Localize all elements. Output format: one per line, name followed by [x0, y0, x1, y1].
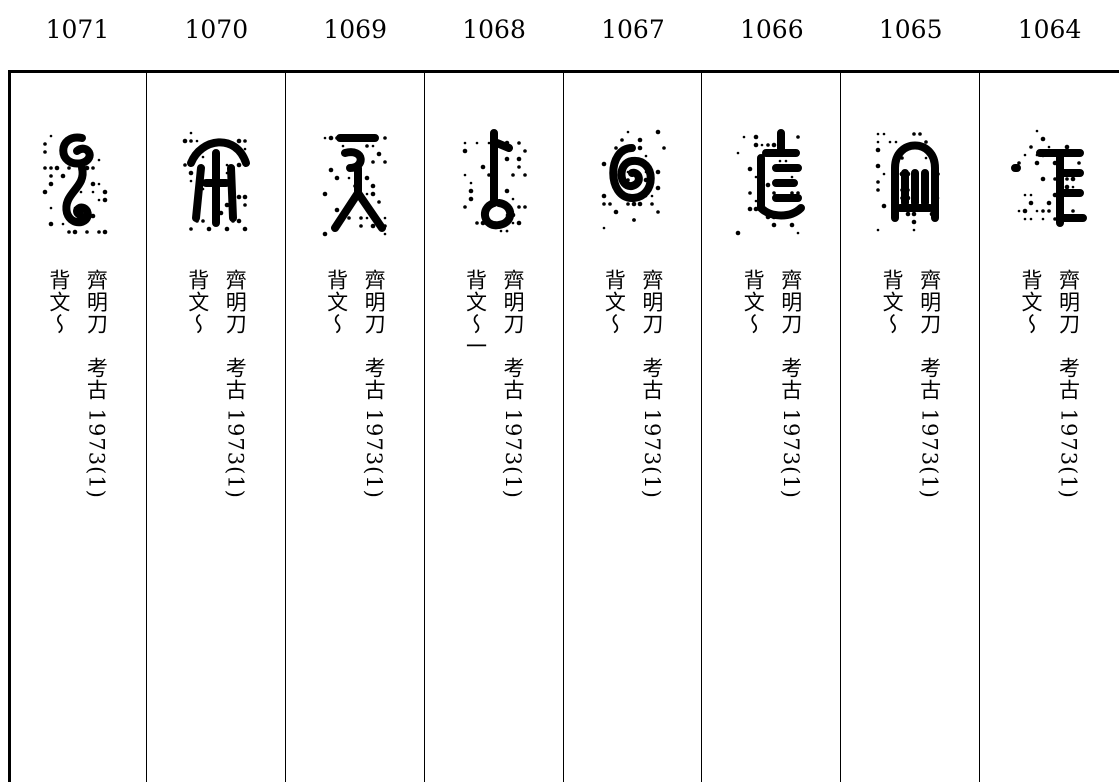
note-text: 背文～: [1019, 269, 1043, 335]
entry-number: 1064: [1017, 15, 1082, 44]
entry-column: 齊明刀 考古 1973(1) 背文～: [980, 73, 1119, 782]
source-text: 齊明刀 考古 1973(1): [639, 269, 664, 499]
note-text: 背文～: [46, 269, 71, 335]
entry-column: 齊明刀 考古 1973(1) 背文～: [147, 73, 286, 782]
source-text: 齊明刀 考古 1973(1): [223, 269, 248, 499]
glyph-rubbing: [875, 132, 940, 232]
glyph-rubbing: [182, 131, 250, 232]
entry-column: 齊明刀 考古 1973(1) 背文～: [8, 73, 147, 782]
note-text: 背文～: [880, 269, 905, 335]
glyph-rubbing: [736, 129, 806, 236]
glyph-rubbing: [462, 129, 527, 233]
entry-number: 1069: [323, 15, 387, 44]
entry-column: 齊明刀 考古 1973(1) 背文～: [564, 73, 703, 782]
source-text: 齊明刀 考古 1973(1): [1056, 269, 1081, 499]
glyph-rubbing: [602, 129, 667, 230]
table-frame: [8, 70, 1119, 782]
source-text: 齊明刀 考古 1973(1): [84, 269, 109, 499]
glyph-rubbing: [42, 133, 108, 235]
entry-column: 齊明刀 考古 1973(1) 背文～一: [425, 73, 564, 782]
note-text: 背文～一: [463, 269, 488, 357]
entry-number: 1071: [45, 15, 110, 44]
entry-column: 齊明刀 考古 1973(1) 背文～: [286, 73, 425, 782]
source-text: 齊明刀 考古 1973(1): [778, 269, 803, 499]
entry-column: 齊明刀 考古 1973(1) 背文～: [702, 73, 842, 782]
entry-column: 齊明刀 考古 1973(1) 背文～: [841, 73, 981, 782]
glyph-rubbing: [322, 134, 387, 237]
note-text: 背文～: [185, 269, 210, 335]
glyph-rubbing: [1010, 129, 1087, 227]
note-text: 背文～: [602, 269, 627, 335]
entry-number: 1066: [740, 15, 804, 44]
source-text: 齊明刀 考古 1973(1): [917, 269, 942, 499]
entry-number: 1070: [184, 15, 249, 44]
note-text: 背文～: [741, 269, 766, 335]
entry-number: 1065: [878, 15, 943, 44]
source-text: 齊明刀 考古 1973(1): [501, 269, 525, 499]
source-text: 齊明刀 考古 1973(1): [362, 269, 387, 499]
entry-number: 1067: [601, 15, 665, 44]
note-text: 背文～: [324, 269, 349, 335]
entry-number: 1068: [462, 15, 526, 44]
